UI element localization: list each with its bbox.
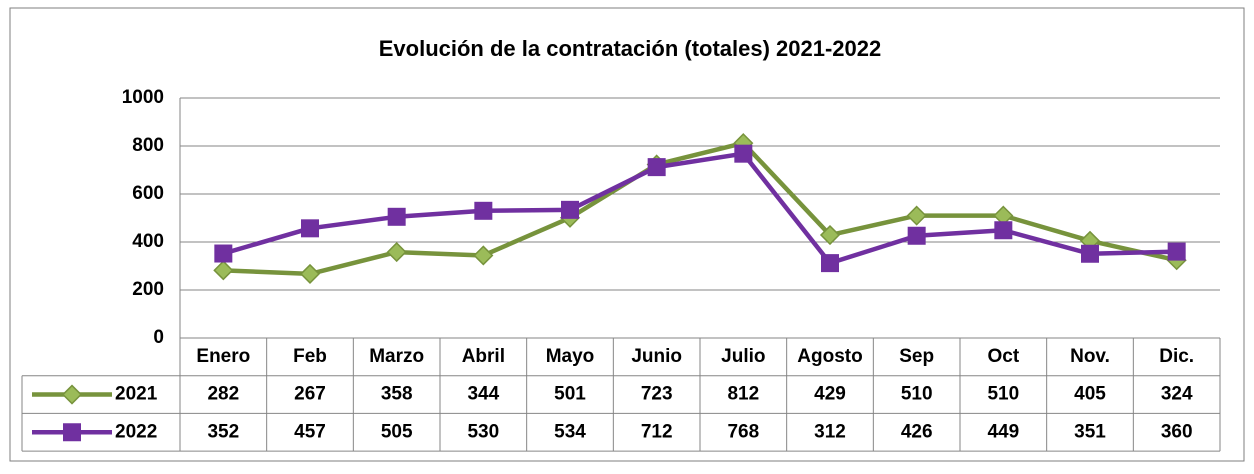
x-tick-label: Enero xyxy=(196,346,250,367)
y-tick-label: 0 xyxy=(153,327,164,348)
table-cell: 457 xyxy=(294,421,326,442)
x-tick-label: Julio xyxy=(721,346,765,367)
marker xyxy=(1167,242,1186,261)
x-tick-label: Dic. xyxy=(1159,346,1194,367)
y-tick-label: 600 xyxy=(132,183,164,204)
table-cell: 352 xyxy=(207,421,239,442)
marker xyxy=(821,254,839,273)
table-cell: 449 xyxy=(987,421,1019,442)
table-cell: 267 xyxy=(294,384,326,405)
x-tick-label: Oct xyxy=(987,346,1019,367)
table-cell: 768 xyxy=(727,421,759,442)
table-cell: 282 xyxy=(207,384,239,405)
marker xyxy=(473,245,494,266)
marker xyxy=(299,263,321,284)
chart-title: Evolución de la contratación (totales) 2… xyxy=(379,36,882,61)
table-cell: 405 xyxy=(1074,384,1106,405)
x-tick-label: Sep xyxy=(899,346,934,367)
table-cell: 510 xyxy=(901,384,933,405)
marker xyxy=(561,200,579,219)
table-cell: 344 xyxy=(467,384,499,405)
marker xyxy=(1081,244,1099,263)
marker xyxy=(213,260,234,281)
marker xyxy=(994,221,1013,240)
marker xyxy=(474,201,493,220)
marker xyxy=(63,423,81,442)
x-tick-label: Agosto xyxy=(797,346,862,367)
table-cell: 510 xyxy=(987,384,1019,405)
table-cell: 429 xyxy=(814,384,846,405)
table-cell: 712 xyxy=(641,421,673,442)
legend-label: 2021 xyxy=(115,384,158,405)
marker xyxy=(647,158,666,177)
x-tick-label: Marzo xyxy=(369,346,424,367)
x-tick-label: Junio xyxy=(631,346,682,367)
x-tick-label: Mayo xyxy=(546,346,595,367)
marker xyxy=(907,226,926,245)
y-tick-label: 800 xyxy=(132,135,164,156)
y-tick-label: 400 xyxy=(132,231,164,252)
table-cell: 534 xyxy=(554,421,586,442)
y-tick-label: 200 xyxy=(132,279,164,300)
marker xyxy=(906,205,927,226)
marker xyxy=(301,219,319,238)
table-cell: 530 xyxy=(467,421,499,442)
y-tick-label: 1000 xyxy=(122,87,164,108)
marker xyxy=(734,144,753,163)
line xyxy=(222,151,1177,266)
x-tick-label: Abril xyxy=(462,346,505,367)
line xyxy=(223,140,1178,277)
marker xyxy=(214,244,233,263)
table-cell: 358 xyxy=(381,384,413,405)
x-tick-label: Feb xyxy=(293,346,327,367)
marker xyxy=(819,224,841,246)
x-tick-label: Nov. xyxy=(1070,346,1110,367)
table-cell: 723 xyxy=(641,384,673,405)
table-cell: 505 xyxy=(381,421,413,442)
marker xyxy=(386,242,407,263)
legend-label: 2022 xyxy=(115,421,157,442)
table-cell: 312 xyxy=(814,421,846,442)
chart-frame xyxy=(9,7,1245,462)
marker xyxy=(387,207,406,226)
marker xyxy=(61,384,83,405)
table-cell: 360 xyxy=(1161,421,1193,442)
table-cell: 426 xyxy=(901,421,933,442)
table-cell: 351 xyxy=(1074,421,1106,442)
table-cell: 324 xyxy=(1161,384,1193,405)
table-cell: 501 xyxy=(554,384,586,405)
table-cell: 812 xyxy=(727,384,759,405)
